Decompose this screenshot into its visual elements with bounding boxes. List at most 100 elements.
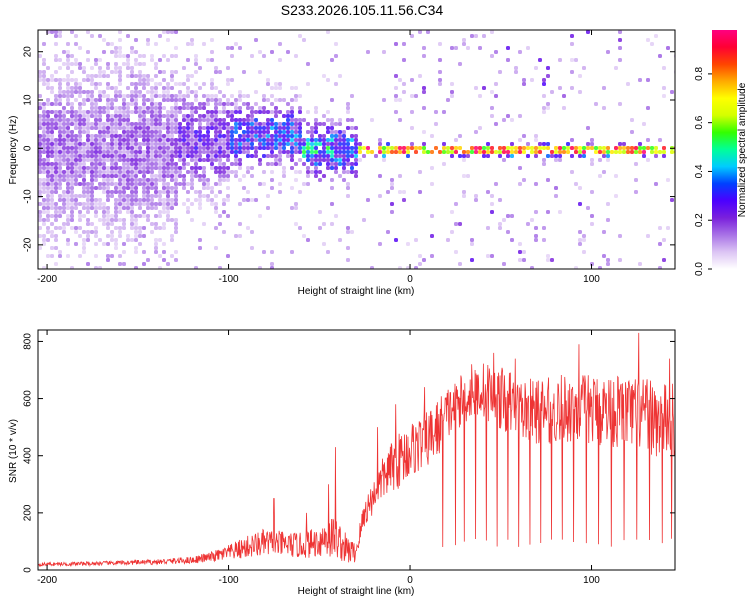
spectrogram-cell (90, 174, 94, 178)
spectrogram-cell (410, 126, 414, 130)
spectrogram-cell (142, 210, 146, 214)
spectrogram-cell (106, 62, 110, 66)
spectrogram-cell (470, 146, 474, 150)
spectrogram-cell (162, 114, 166, 118)
spectrogram-cell (46, 126, 50, 130)
spectrogram-cell (666, 226, 670, 230)
spectrogram-cell (102, 158, 106, 162)
spectrogram-cell (174, 226, 178, 230)
spectrogram-cell (190, 106, 194, 110)
spectrogram-cell (322, 174, 326, 178)
spectrogram-cell (202, 102, 206, 106)
spectrogram-cell (98, 122, 102, 126)
spectrogram-cell (314, 130, 318, 134)
spectrogram-cell (234, 174, 238, 178)
spectrogram-cell (214, 94, 218, 98)
spectrogram-cell (582, 250, 586, 254)
spectrogram-cell (78, 174, 82, 178)
spectrogram-cell (142, 110, 146, 114)
spectrogram-cell (418, 170, 422, 174)
spectrogram-cell (158, 162, 162, 166)
spectrogram-cell (210, 190, 214, 194)
spectrogram-cell (126, 138, 130, 142)
spectrogram-cell (570, 154, 574, 158)
spectrogram-cell (418, 74, 422, 78)
spectrogram-cell (430, 166, 434, 170)
spectrogram-cell (42, 206, 46, 210)
spectrogram-cell (58, 170, 62, 174)
spectrogram-cell (194, 62, 198, 66)
spectrogram-cell (42, 242, 46, 246)
spectrogram-cell (194, 142, 198, 146)
spectrogram-cell (110, 118, 114, 122)
spectrogram-cell (50, 86, 54, 90)
spectrogram-cell (54, 102, 58, 106)
spectrogram-cell (134, 166, 138, 170)
spectrogram-cell (170, 78, 174, 82)
spectrogram-cell (170, 130, 174, 134)
spectrogram-cell (290, 106, 294, 110)
spectrogram-cell (182, 134, 186, 138)
spectrogram-cell (306, 62, 310, 66)
spectrogram-cell (118, 126, 122, 130)
spectrogram-cell (242, 174, 246, 178)
spectrogram-cell (322, 114, 326, 118)
spectrogram-cell (454, 222, 458, 226)
spectrogram-cell (522, 134, 526, 138)
spectrogram-cell (278, 142, 282, 146)
spectrogram-cell (294, 206, 298, 210)
spectrogram-cell (646, 106, 650, 110)
spectrogram-cell (134, 214, 138, 218)
spectrogram-cell (138, 110, 142, 114)
spectrogram-cell (214, 202, 218, 206)
spectrogram-cell (486, 254, 490, 258)
spectrogram-cell (422, 130, 426, 134)
spectrogram-cell (46, 146, 50, 150)
spectrogram-cell (126, 134, 130, 138)
spectrogram-cell (154, 174, 158, 178)
spectrogram-cell (150, 130, 154, 134)
spectrogram-cell (234, 42, 238, 46)
spectrogram-cell (170, 178, 174, 182)
spectrogram-cell (154, 114, 158, 118)
spectrogram-cell (54, 234, 58, 238)
spectrogram-cell (578, 186, 582, 190)
spectrogram-cell (390, 182, 394, 186)
spectrogram-cell (130, 178, 134, 182)
spectrogram-cell (266, 82, 270, 86)
spectrogram-cell (118, 154, 122, 158)
spectrogram-cell (182, 186, 186, 190)
spectrogram-cell (142, 118, 146, 122)
spectrogram-cell (174, 106, 178, 110)
spectrogram-cell (174, 114, 178, 118)
spectrogram-cell (274, 130, 278, 134)
spectrogram-cell (194, 118, 198, 122)
spectrogram-cell (154, 146, 158, 150)
spectrogram-cell (246, 130, 250, 134)
spectrogram-cell (238, 142, 242, 146)
spectrogram-cell (250, 198, 254, 202)
spectrogram-cell (158, 198, 162, 202)
spectrogram-cell (106, 254, 110, 258)
spectrogram-cell (278, 182, 282, 186)
spectrogram-cell (74, 62, 78, 66)
spectrogram-cell (270, 250, 274, 254)
spectrogram-cell (534, 150, 538, 154)
spectrogram-cell (98, 182, 102, 186)
spectrogram-cell (422, 106, 426, 110)
spectrogram-cell (538, 58, 542, 62)
spectrogram-cell (42, 102, 46, 106)
spectrogram-cell (50, 166, 54, 170)
spectrogram-cell (106, 218, 110, 222)
spectrogram-cell (142, 154, 146, 158)
spectrogram-cell (70, 62, 74, 66)
spectrogram-cell (94, 162, 98, 166)
spectrogram-cell (198, 154, 202, 158)
spectrogram-cell (402, 146, 406, 150)
spectrogram-cell (198, 146, 202, 150)
spectrogram-cell (126, 238, 130, 242)
spectrogram-cell (114, 182, 118, 186)
spectrogram-cell (438, 42, 442, 46)
spectrogram-cell (82, 158, 86, 162)
